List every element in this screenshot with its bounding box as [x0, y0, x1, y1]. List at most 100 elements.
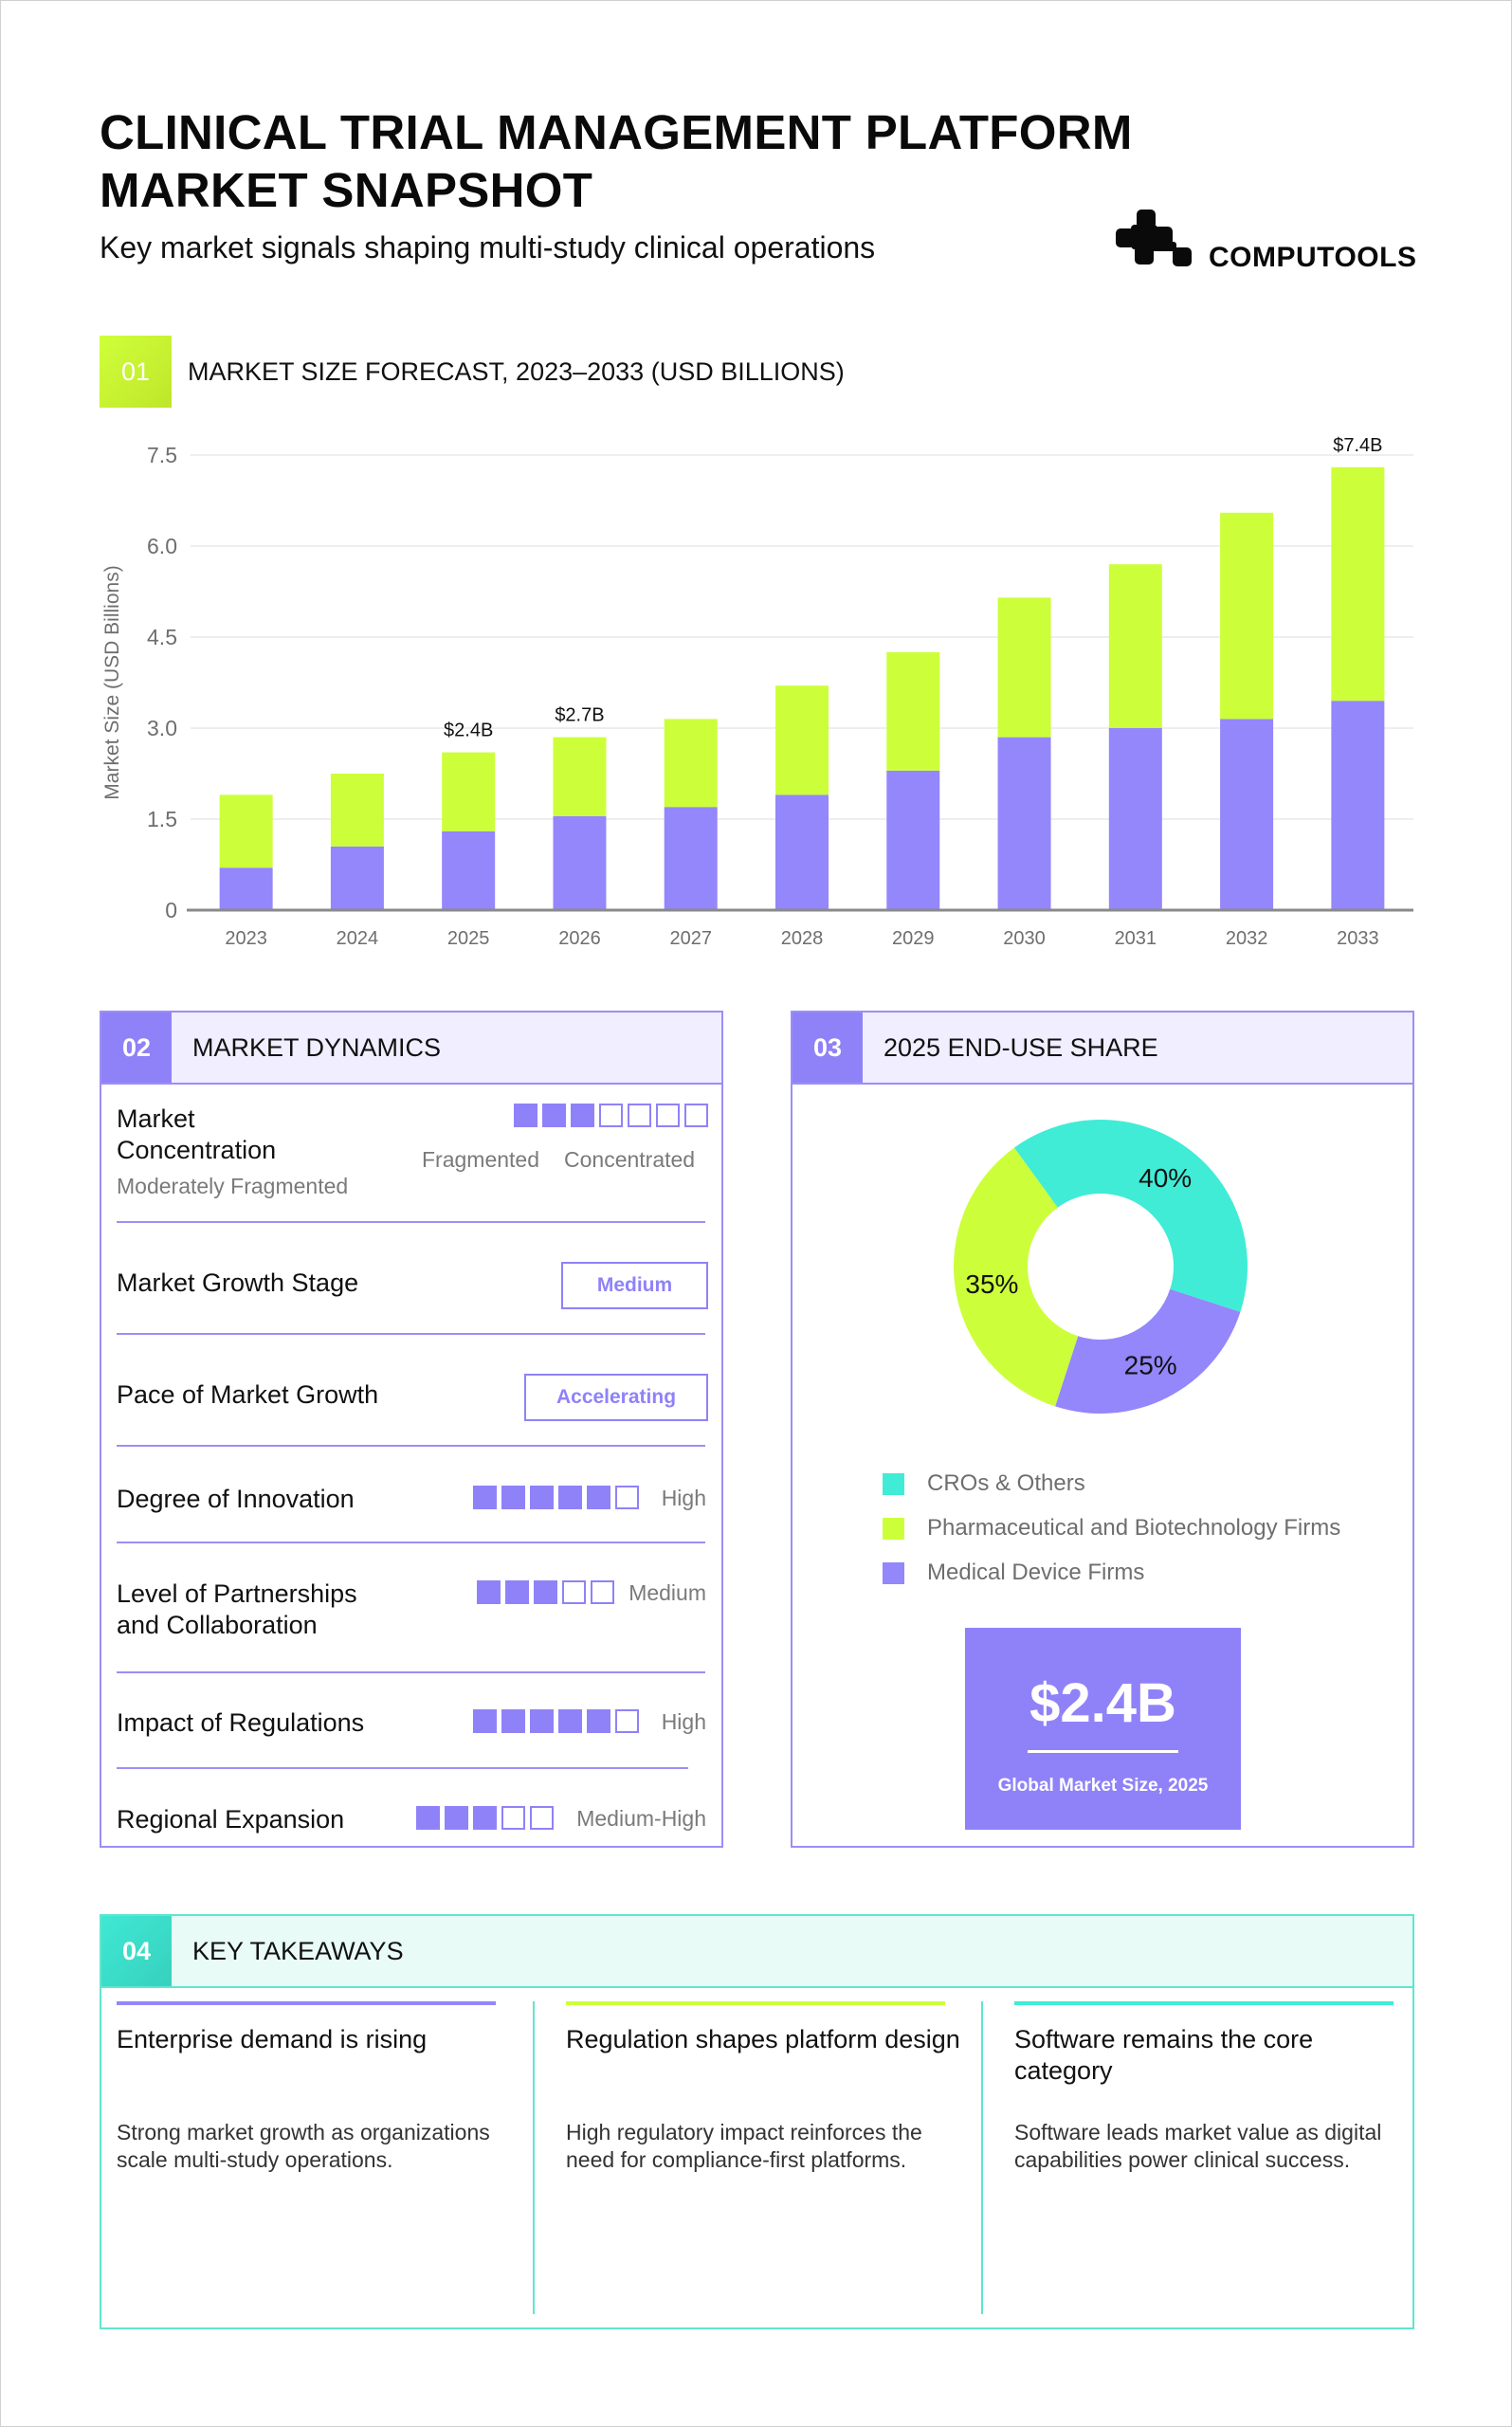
bar-segment: [330, 774, 384, 847]
takeaway-title: Software remains the core category: [1014, 2025, 1314, 2085]
rating-square: [529, 1709, 554, 1733]
dynamic-value-pill: Medium: [561, 1262, 708, 1309]
market-size-chart: 0 1.5 3.0 4.5 6.0 7.5 Market Size (USD Billion…: [101, 435, 1413, 949]
dynamic-label: Degree of Innovation: [117, 1485, 355, 1513]
row-divider: [117, 1445, 705, 1447]
row-divider: [117, 1671, 705, 1673]
dynamic-value-pill: Accelerating: [524, 1374, 708, 1421]
takeaway-text: Strong market growth as organizations sc…: [117, 2120, 490, 2172]
takeaway-text: High regulatory impact reinforces the ne…: [566, 2120, 922, 2172]
section-title: 2025 END-USE SHARE: [884, 1032, 1158, 1062]
rating-square: [477, 1580, 501, 1604]
x-tick-label: 2024: [337, 928, 379, 949]
rating-squares: [472, 1486, 639, 1509]
dynamic-label: Level of Partnerships and Collaboration: [117, 1579, 357, 1639]
bar-segment: [886, 770, 940, 910]
column-divider: [981, 2001, 983, 2314]
x-tick-label: 2027: [669, 928, 712, 949]
rating-square: [529, 1486, 554, 1509]
bar-segment: [330, 846, 384, 910]
rating-square: [505, 1580, 530, 1604]
takeaway-accent-bar: [566, 2001, 945, 2005]
rating-hint: Medium: [628, 1580, 706, 1605]
bar-segment: [1220, 512, 1274, 720]
bar-segment: [219, 794, 273, 868]
donut-slice-label: 40%: [1139, 1163, 1192, 1193]
section-number: 02: [101, 1013, 172, 1083]
y-tick-label: 0: [165, 898, 177, 922]
dynamic-label: Impact of Regulations: [117, 1708, 365, 1737]
rating-square: [628, 1104, 651, 1127]
rating-square: [656, 1104, 680, 1127]
panel-header: 03 2025 END-USE SHARE: [792, 1013, 1412, 1085]
bar-annotation: $7.4B: [1333, 435, 1382, 456]
bar-segment: [553, 737, 607, 816]
bar-segment: [997, 597, 1051, 738]
key-takeaways-panel: 04 KEY TAKEAWAYS Enterprise demand is ri…: [100, 1914, 1414, 2329]
section-number: 01: [100, 336, 172, 408]
end-use-donut-chart: 40% 25% 35%: [954, 1120, 1248, 1414]
donut-slice-label: 25%: [1124, 1350, 1177, 1379]
rating-square: [542, 1104, 566, 1127]
section-number: 04: [101, 1916, 172, 1986]
x-tick-label: 2026: [558, 928, 601, 949]
column-divider: [533, 2001, 535, 2314]
global-market-size-card: $2.4B Global Market Size, 2025: [965, 1628, 1241, 1830]
dynamic-sublabel: Moderately Fragmented: [117, 1174, 349, 1198]
bar-segment: [997, 737, 1051, 910]
section-title: MARKET DYNAMICS: [192, 1032, 442, 1062]
bar-segment: [553, 815, 607, 910]
rating-square: [586, 1709, 610, 1733]
bar-segment: [664, 719, 718, 808]
rating-square: [445, 1806, 469, 1830]
legend-label: Medical Device Firms: [927, 1560, 1145, 1585]
market-dynamics-panel: 02 MARKET DYNAMICS Market Concentration M…: [100, 1011, 723, 1848]
panel-header: 04 KEY TAKEAWAYS: [101, 1916, 1412, 1988]
bar-segment: [775, 685, 829, 795]
bar-segment: [775, 794, 829, 910]
brand-name: COMPUTOOLS: [1209, 242, 1417, 273]
y-tick-label: 4.5: [147, 625, 177, 649]
row-divider: [117, 1333, 705, 1335]
rating-hint: Medium-High: [576, 1806, 706, 1831]
bar-annotation: $2.7B: [555, 705, 604, 726]
page-subtitle: Key market signals shaping multi-study c…: [100, 230, 876, 265]
legend-swatch: [883, 1561, 904, 1584]
legend-swatch: [883, 1472, 904, 1495]
rating-square: [472, 1709, 497, 1733]
x-tick-label: 2032: [1226, 928, 1268, 949]
donut-slice: [1055, 1288, 1241, 1414]
legend-label: CROs & Others: [927, 1470, 1085, 1496]
bar-segment: [664, 807, 718, 910]
bar-segment: [1331, 701, 1385, 910]
panel-header: 02 MARKET DYNAMICS: [101, 1013, 721, 1085]
bar-segment: [1108, 728, 1162, 910]
computools-logo-icon: [1116, 210, 1192, 266]
brand-logo: COMPUTOOLS: [1116, 210, 1419, 276]
legend-label: Pharmaceutical and Biotechnology Firms: [927, 1515, 1341, 1541]
takeaway-text: Software leads market value as digital c…: [1014, 2120, 1382, 2172]
dynamic-label: Regional Expansion: [117, 1805, 345, 1834]
x-tick-label: 2029: [892, 928, 935, 949]
scale-hint-right: Concentrated: [564, 1147, 696, 1172]
x-tick-label: 2028: [781, 928, 824, 949]
rating-squares: [514, 1104, 708, 1127]
takeaway-accent-bar: [117, 2001, 496, 2005]
rating-hint: High: [661, 1486, 706, 1510]
rating-square: [530, 1806, 555, 1830]
legend-item: CROs & Others: [883, 1470, 1085, 1497]
rating-square: [501, 1806, 526, 1830]
dynamic-label: Market Growth Stage: [117, 1268, 359, 1297]
x-tick-label: 2023: [225, 928, 267, 949]
bar-segment: [442, 830, 496, 910]
bar-segment: [886, 652, 940, 771]
rating-square: [591, 1580, 615, 1604]
bar-segment: [442, 752, 496, 831]
section-title: KEY TAKEAWAYS: [192, 1936, 404, 1965]
end-use-share-panel: 03 2025 END-USE SHARE 40% 25% 35% CROs & O…: [791, 1011, 1414, 1848]
rating-squares: [472, 1709, 639, 1733]
donut-slice-label: 35%: [965, 1269, 1018, 1299]
donut-slice: [1013, 1120, 1248, 1312]
legend-item: Pharmaceutical and Biotechnology Firms: [883, 1515, 1340, 1542]
